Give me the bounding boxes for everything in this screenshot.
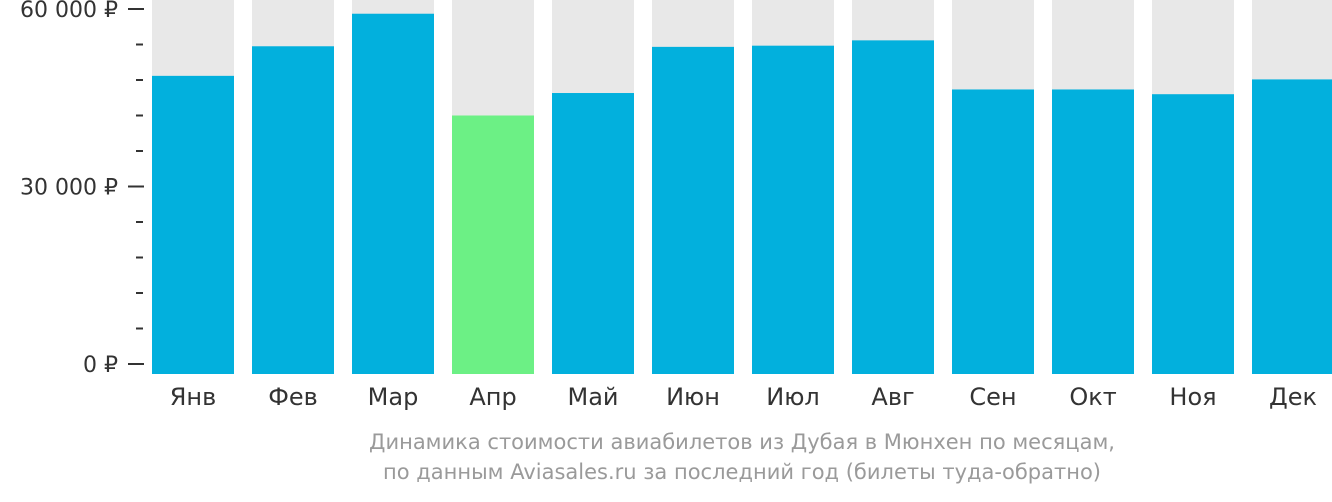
bar-9	[952, 89, 1034, 374]
x-tick-label: Апр	[469, 383, 516, 411]
x-tick-label: Дек	[1269, 383, 1317, 411]
x-tick-label: Май	[567, 383, 618, 411]
bar-11	[1152, 94, 1234, 374]
x-tick-label: Мар	[368, 383, 419, 411]
bar-6	[652, 46, 734, 374]
y-tick-label: 0 ₽	[83, 353, 118, 378]
x-tick-label: Янв	[170, 383, 217, 411]
bar-12	[1252, 79, 1332, 375]
x-tick-label: Июл	[766, 383, 820, 411]
chart-caption-line-2: по данным Aviasales.ru за последний год …	[383, 460, 1101, 484]
x-tick-label: Окт	[1069, 383, 1116, 411]
bar-3	[352, 13, 434, 374]
bar-2	[252, 46, 334, 375]
bar-7	[752, 45, 834, 374]
x-tick-label: Авг	[871, 383, 914, 411]
y-tick-label: 30 000 ₽	[20, 176, 118, 201]
bar-1	[152, 75, 234, 374]
bar-8	[852, 40, 934, 374]
x-tick-label: Ноя	[1169, 383, 1216, 411]
x-tick-label: Фев	[268, 383, 318, 411]
bar-10	[1052, 89, 1134, 374]
bar-5	[552, 93, 634, 375]
x-tick-label: Сен	[969, 383, 1016, 411]
price-bar-chart: Янв Фев Мар Апр Май Июн Июл Авг Сен Окт Ноя Дек 60 0…	[20, 0, 1332, 411]
chart-caption-line-1: Динамика стоимости авиабилетов из Дубая …	[369, 430, 1115, 454]
x-tick-label: Июн	[666, 383, 720, 411]
y-tick-label: 60 000 ₽	[20, 0, 118, 23]
bar-4	[452, 115, 534, 374]
